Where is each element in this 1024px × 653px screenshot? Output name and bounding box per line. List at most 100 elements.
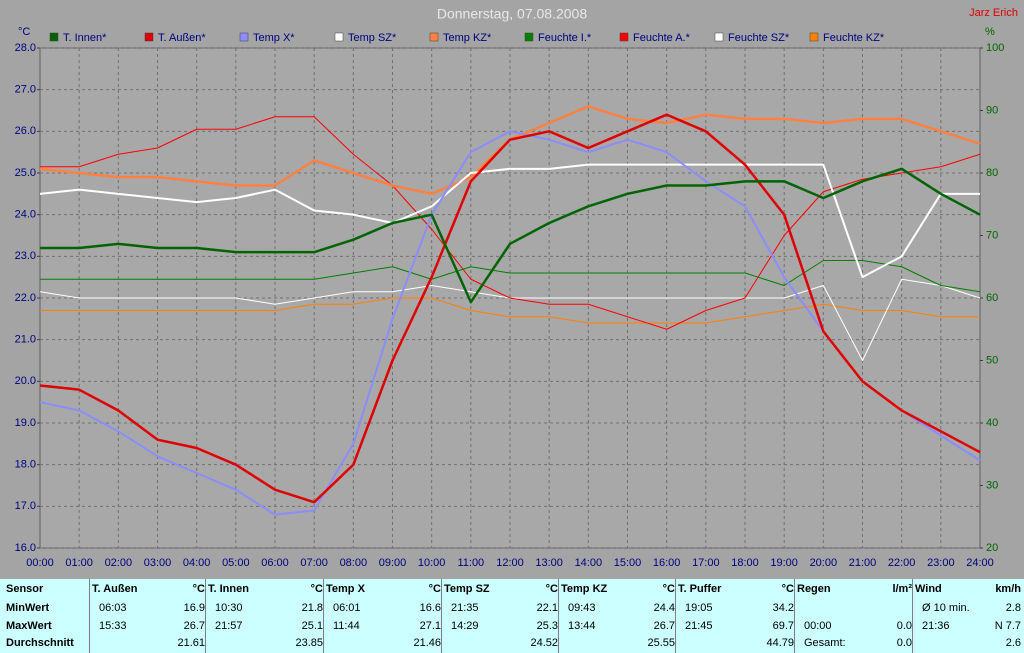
cell-value: 16.9 xyxy=(183,602,205,614)
cell-value: 24.4 xyxy=(653,602,675,614)
column-separator xyxy=(558,579,559,653)
x-tick-label: 09:00 xyxy=(379,557,407,569)
cell-label: Ø 10 min. xyxy=(922,602,970,614)
y2-axis-title: % xyxy=(985,26,995,38)
legend-label: T. Innen* xyxy=(63,32,107,44)
cell-value: 0.0 xyxy=(896,620,912,632)
y2-tick-label: 50 xyxy=(986,354,998,366)
legend-swatch xyxy=(524,32,534,42)
series-line xyxy=(40,116,981,330)
legend-label: Feuchte I.* xyxy=(538,32,592,44)
y-tick-label: 17.0 xyxy=(15,500,36,512)
column-separator xyxy=(912,579,913,653)
cell-value: 21.61 xyxy=(177,637,205,649)
column-separator xyxy=(794,579,795,653)
author: Jarz Erich xyxy=(969,7,1018,19)
cell-label: 13:44 xyxy=(568,620,596,632)
cell-value: 69.7 xyxy=(772,620,794,632)
group-unit: km/h xyxy=(995,583,1021,595)
cell-value: 25.3 xyxy=(536,620,558,632)
group-unit: °C xyxy=(662,583,675,595)
row-label: Durchschnitt xyxy=(6,637,74,649)
cell-value: 16.6 xyxy=(419,602,441,614)
series-line xyxy=(39,163,980,279)
cell-label: 06:03 xyxy=(99,602,127,614)
legend-label: Feuchte KZ* xyxy=(823,32,885,44)
x-tick-label: 21:00 xyxy=(849,557,877,569)
cell-label: 19:05 xyxy=(685,602,713,614)
row-label: MinWert xyxy=(6,602,50,614)
y-tick-label: 16.0 xyxy=(15,542,36,554)
y-tick-label: 25.0 xyxy=(15,167,36,179)
cell-label: 00:00 xyxy=(804,620,832,632)
cell-label: 10:30 xyxy=(215,602,243,614)
cell-value: 26.7 xyxy=(653,620,675,632)
y-tick-label: 27.0 xyxy=(15,84,36,96)
y2-tick-label: 20 xyxy=(986,542,998,554)
y2-tick-label: 70 xyxy=(986,229,998,241)
cell-value: 22.1 xyxy=(536,602,558,614)
group-name: T. Außen xyxy=(92,583,138,595)
x-tick-label: 16:00 xyxy=(653,557,681,569)
y-axis-title: °C xyxy=(18,26,30,38)
column-separator xyxy=(323,579,324,653)
y2-tick-label: 90 xyxy=(986,104,998,116)
cell-label: 21:45 xyxy=(685,620,713,632)
column-separator xyxy=(675,579,676,653)
group-name: T. Puffer xyxy=(678,583,722,595)
legend-swatch xyxy=(619,32,629,42)
x-tick-label: 08:00 xyxy=(340,557,368,569)
cell-value: 27.1 xyxy=(419,620,441,632)
cell-value: 21.8 xyxy=(301,602,323,614)
legend-swatch xyxy=(714,32,724,42)
chart-title: Donnerstag, 07.08.2008 xyxy=(437,6,587,22)
x-tick-label: 17:00 xyxy=(692,557,720,569)
x-tick-label: 10:00 xyxy=(418,557,446,569)
x-tick-label: 04:00 xyxy=(183,557,211,569)
cell-label: 06:01 xyxy=(333,602,361,614)
x-tick-label: 07:00 xyxy=(300,557,328,569)
group-unit: °C xyxy=(545,583,558,595)
x-tick-label: 13:00 xyxy=(535,557,563,569)
y-tick-label: 21.0 xyxy=(15,334,36,346)
cell-value: 0.0 xyxy=(896,637,912,649)
cell-value: 23.85 xyxy=(295,637,323,649)
y-tick-label: 18.0 xyxy=(15,459,36,471)
x-tick-label: 02:00 xyxy=(105,557,133,569)
cell-label: Gesamt: xyxy=(804,637,846,649)
group-name: Temp SZ xyxy=(444,583,490,595)
cell-value: 25.55 xyxy=(647,637,675,649)
cell-label: 15:33 xyxy=(99,620,127,632)
group-name: Temp KZ xyxy=(561,583,608,595)
group-name: Temp X xyxy=(326,583,365,595)
legend-label: Temp KZ* xyxy=(443,32,492,44)
series-line xyxy=(40,260,981,293)
legend-swatch xyxy=(809,32,819,42)
y-tick-label: 24.0 xyxy=(15,209,36,221)
cell-value: 25.1 xyxy=(301,620,323,632)
chart: Donnerstag, 07.08.2008 Jarz Erich °C % 1… xyxy=(15,6,1018,569)
y2-tick-label: 60 xyxy=(986,292,998,304)
stats-table: Sensor MinWert MaxWert Durchschnitt T. Außen… xyxy=(0,579,1024,653)
legend-label: Temp SZ* xyxy=(348,32,397,44)
cell-label: 21:36 xyxy=(922,620,950,632)
cell-value: 24.52 xyxy=(530,637,558,649)
group-unit: °C xyxy=(781,583,794,595)
cell-value: 44.79 xyxy=(766,637,794,649)
x-tick-label: 12:00 xyxy=(496,557,524,569)
y-tick-label: 23.0 xyxy=(15,250,36,262)
group-name: Wind xyxy=(915,583,942,595)
column-separator xyxy=(441,579,442,653)
y2-tick-label: 100 xyxy=(986,42,1004,54)
x-tick-label: 06:00 xyxy=(261,557,289,569)
cell-label: 09:43 xyxy=(568,602,596,614)
x-tick-label: 11:00 xyxy=(457,557,484,569)
cell-value: N 7.7 xyxy=(994,620,1021,632)
legend-label: Feuchte A.* xyxy=(633,32,691,44)
cell-label: 11:44 xyxy=(333,620,360,632)
y-tick-label: 22.0 xyxy=(15,292,36,304)
y-tick-label: 20.0 xyxy=(15,375,36,387)
group-unit: °C xyxy=(310,583,323,595)
legend-swatch xyxy=(334,32,344,42)
cell-value: 34.2 xyxy=(772,602,794,614)
